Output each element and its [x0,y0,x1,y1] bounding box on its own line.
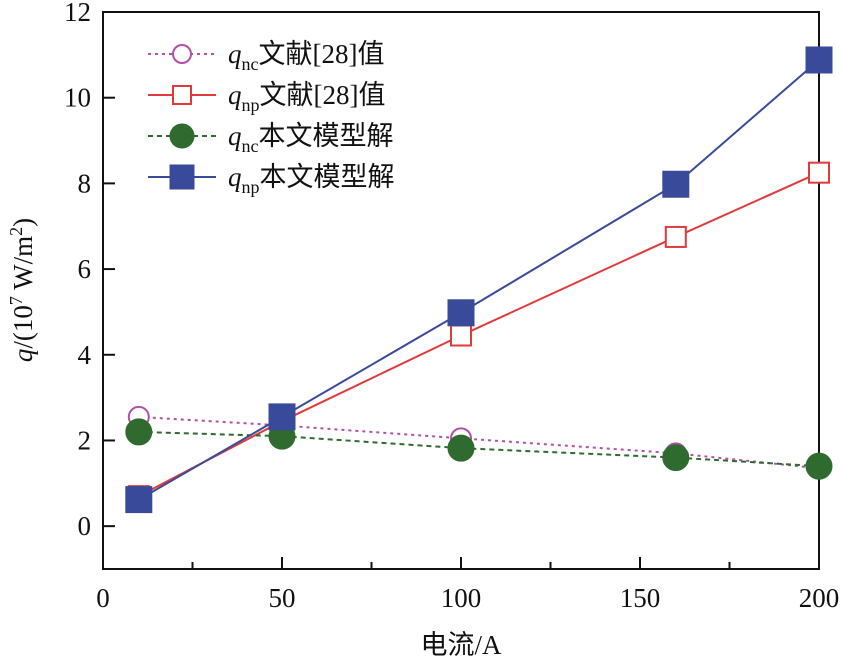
legend-entry-1: qnc文献[28]值 [148,39,384,74]
data-point [125,418,153,446]
data-point [125,486,153,514]
legend-label: qnp本文模型解 [228,162,395,197]
series-3 [125,418,833,480]
y-tick-label: 0 [78,511,92,541]
data-point [805,452,833,480]
data-point [447,299,475,327]
legend-label: qnc本文模型解 [228,121,394,156]
y-tick-label: 8 [78,168,92,198]
data-point [805,46,833,74]
y-tick-label: 4 [78,340,92,370]
legend: qnc文献[28]值 qnp文献[28]值 qnc本文模型解 qnp本文模型解 [148,39,395,197]
x-tick-label: 150 [620,583,661,613]
series-line [138,430,820,468]
legend-entry-4: qnp本文模型解 [148,162,395,197]
axis-tick-labels: 0 50 100 150 200 0 2 4 6 8 10 12 [64,0,839,613]
series-2 [127,161,830,508]
data-point [268,403,296,431]
data-point [447,434,475,462]
y-tick-label: 2 [78,425,92,455]
legend-entry-3: qnc本文模型解 [148,121,394,156]
y-axis-title-unit-mid: W/m [8,236,38,296]
x-tick-label: 100 [441,583,482,613]
legend-marker [169,164,195,190]
legend-entry-2: qnp文献[28]值 [148,80,385,115]
y-axis-title-symbol: q [8,349,38,363]
series-1 [127,405,830,480]
data-point [662,170,690,198]
y-axis-title-unit-open: /(10 [8,305,38,349]
series-layer [125,46,833,514]
data-point [662,444,690,472]
data-point [664,225,687,248]
x-tick-label: 50 [269,583,296,613]
y-axis-title-unit-close: ) [8,218,38,227]
legend-label: qnp文献[28]值 [228,80,385,115]
x-tick-label: 200 [799,583,840,613]
series-4 [125,46,833,514]
legend-marker [172,85,192,105]
legend-label: qnc文献[28]值 [228,39,384,74]
legend-marker [172,44,192,64]
series-line [138,171,820,498]
axis-ticks [102,11,820,569]
y-tick-label: 6 [78,254,92,284]
y-tick-label: 12 [64,0,91,27]
legend-marker [169,123,195,149]
data-point [808,161,830,184]
data-point [450,324,472,347]
y-axis-title-exponent2: 2 [6,227,26,236]
x-tick-label: 0 [96,583,110,613]
y-axis-title: q/(107 W/m2) [6,218,38,362]
x-axis-title: 电流/A [421,630,503,660]
y-axis-title-exponent: 7 [6,296,26,305]
y-tick-label: 10 [64,83,91,113]
